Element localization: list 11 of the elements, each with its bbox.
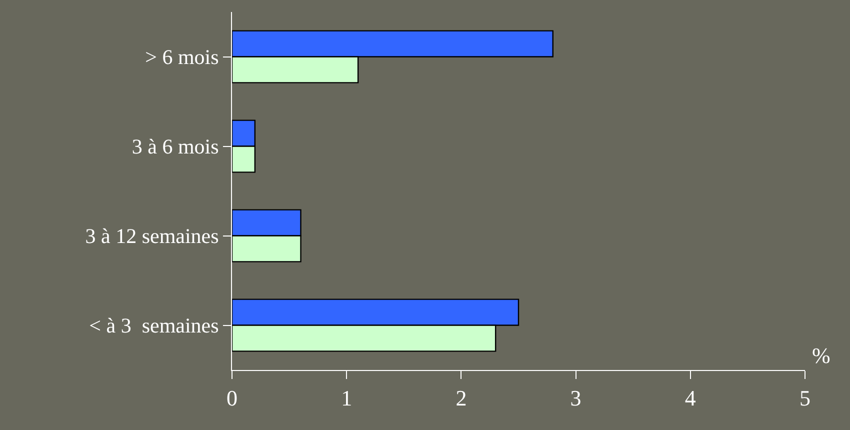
y-tick-label: 3 à 12 semaines bbox=[85, 224, 219, 248]
x-tick-label: 3 bbox=[570, 385, 582, 410]
y-tick-label: < à 3 semaines bbox=[89, 314, 219, 338]
y-tick-label: > 6 mois bbox=[145, 45, 219, 70]
x-axis-title: % bbox=[812, 343, 830, 368]
x-tick-label: 5 bbox=[800, 385, 810, 410]
x-tick-label: 4 bbox=[684, 385, 696, 410]
x-tick-label: 0 bbox=[226, 385, 238, 410]
y-tick-label: 3 à 6 mois bbox=[132, 134, 219, 159]
x-tick-label: 1 bbox=[341, 385, 352, 410]
x-tick-label: 2 bbox=[456, 385, 467, 410]
